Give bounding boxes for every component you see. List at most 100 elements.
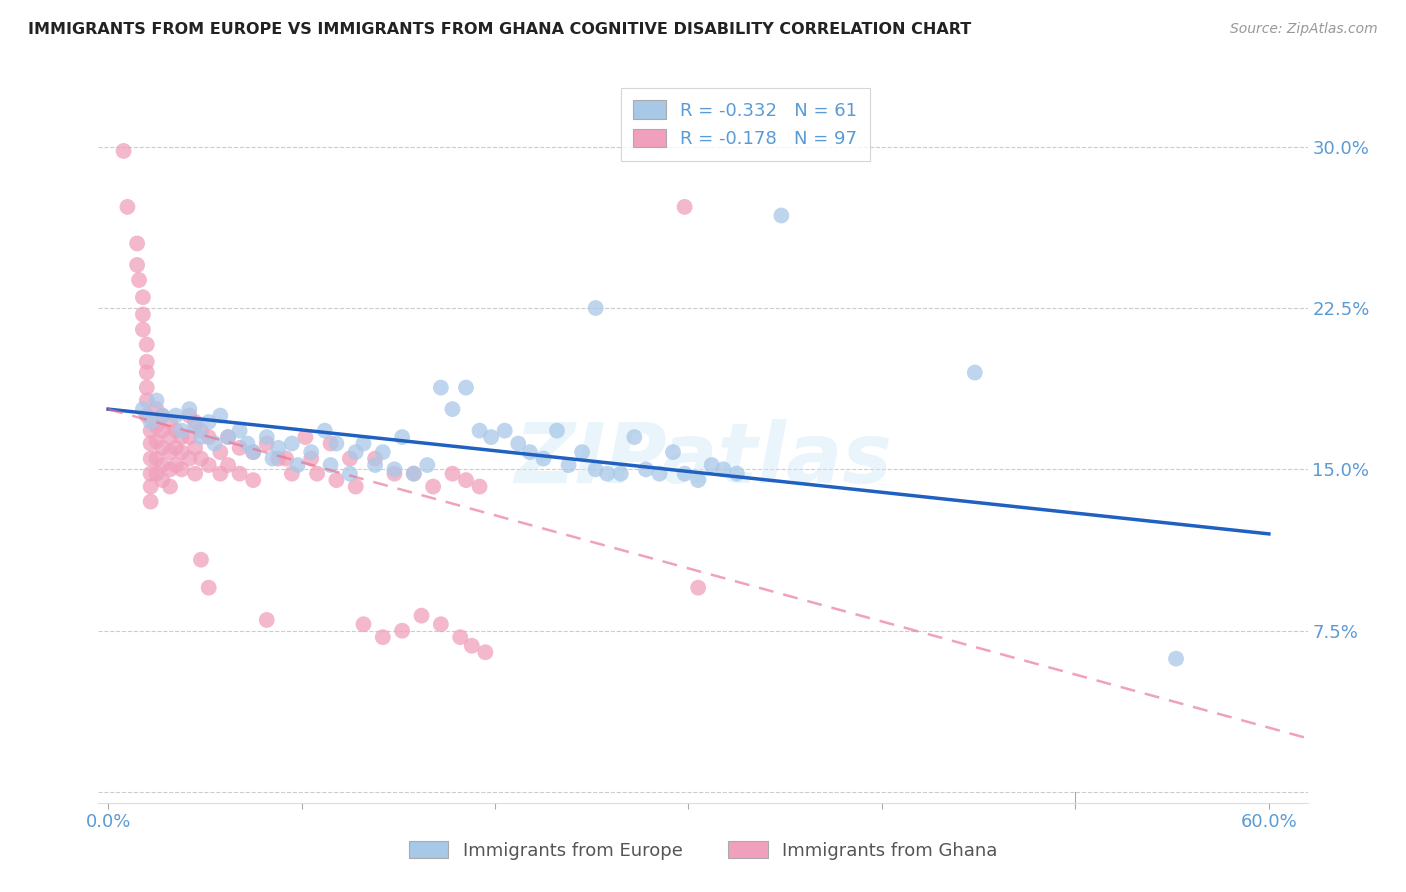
- Point: [145, 467, 167, 481]
- Point: [305, 467, 328, 481]
- Point: [648, 467, 671, 481]
- Point: [402, 467, 425, 481]
- Point: [217, 430, 239, 444]
- Point: [150, 441, 173, 455]
- Point: [179, 402, 201, 417]
- Point: [132, 308, 155, 322]
- Point: [159, 430, 181, 444]
- Point: [353, 436, 375, 450]
- Point: [197, 430, 219, 444]
- Point: [150, 409, 173, 423]
- Point: [256, 430, 278, 444]
- Point: [688, 581, 710, 595]
- Point: [299, 451, 322, 466]
- Point: [371, 630, 394, 644]
- Point: [170, 462, 193, 476]
- Point: [228, 467, 250, 481]
- Point: [384, 467, 406, 481]
- Point: [150, 458, 173, 472]
- Point: [217, 458, 239, 472]
- Point: [190, 430, 212, 444]
- Point: [673, 200, 696, 214]
- Point: [411, 608, 433, 623]
- Point: [139, 479, 162, 493]
- Point: [209, 445, 232, 459]
- Point: [209, 467, 232, 481]
- Point: [725, 467, 748, 481]
- Point: [416, 458, 439, 472]
- Point: [135, 366, 157, 380]
- Point: [132, 322, 155, 336]
- Point: [184, 419, 207, 434]
- Point: [384, 462, 406, 476]
- Point: [267, 441, 290, 455]
- Point: [294, 430, 316, 444]
- Point: [402, 467, 425, 481]
- Point: [274, 451, 297, 466]
- Point: [325, 473, 347, 487]
- Point: [190, 552, 212, 566]
- Point: [217, 430, 239, 444]
- Point: [139, 415, 162, 429]
- Point: [256, 436, 278, 450]
- Point: [204, 436, 226, 450]
- Point: [339, 467, 361, 481]
- Point: [770, 209, 793, 223]
- Point: [179, 451, 201, 466]
- Point: [184, 415, 207, 429]
- Point: [242, 445, 264, 459]
- Text: ZIPatlas: ZIPatlas: [515, 418, 891, 500]
- Point: [314, 424, 336, 438]
- Point: [135, 355, 157, 369]
- Point: [159, 479, 181, 493]
- Point: [596, 467, 619, 481]
- Point: [170, 430, 193, 444]
- Point: [319, 436, 342, 450]
- Point: [228, 441, 250, 455]
- Point: [449, 630, 471, 644]
- Point: [117, 200, 139, 214]
- Point: [546, 424, 568, 438]
- Point: [242, 445, 264, 459]
- Point: [112, 144, 135, 158]
- Point: [267, 451, 290, 466]
- Point: [319, 458, 342, 472]
- Point: [281, 467, 304, 481]
- Point: [468, 479, 491, 493]
- Point: [441, 402, 464, 417]
- Point: [364, 458, 387, 472]
- Point: [145, 434, 167, 449]
- Point: [344, 445, 367, 459]
- Point: [165, 424, 187, 438]
- Point: [461, 639, 484, 653]
- Point: [623, 430, 645, 444]
- Point: [150, 409, 173, 423]
- Point: [170, 424, 193, 438]
- Point: [139, 451, 162, 466]
- Point: [150, 424, 173, 438]
- Point: [494, 424, 516, 438]
- Point: [508, 436, 530, 450]
- Text: IMMIGRANTS FROM EUROPE VS IMMIGRANTS FROM GHANA COGNITIVE DISABILITY CORRELATION: IMMIGRANTS FROM EUROPE VS IMMIGRANTS FRO…: [28, 22, 972, 37]
- Point: [197, 415, 219, 429]
- Point: [139, 436, 162, 450]
- Point: [299, 445, 322, 459]
- Point: [585, 301, 607, 315]
- Point: [479, 430, 502, 444]
- Point: [700, 458, 723, 472]
- Point: [662, 445, 685, 459]
- Point: [170, 445, 193, 459]
- Legend: Immigrants from Europe, Immigrants from Ghana: Immigrants from Europe, Immigrants from …: [402, 834, 1004, 867]
- Point: [325, 436, 347, 450]
- Point: [262, 451, 284, 466]
- Point: [145, 451, 167, 466]
- Point: [441, 467, 464, 481]
- Point: [127, 258, 149, 272]
- Point: [165, 409, 187, 423]
- Point: [673, 467, 696, 481]
- Point: [190, 451, 212, 466]
- Point: [531, 451, 554, 466]
- Point: [430, 617, 453, 632]
- Point: [242, 473, 264, 487]
- Point: [236, 436, 259, 450]
